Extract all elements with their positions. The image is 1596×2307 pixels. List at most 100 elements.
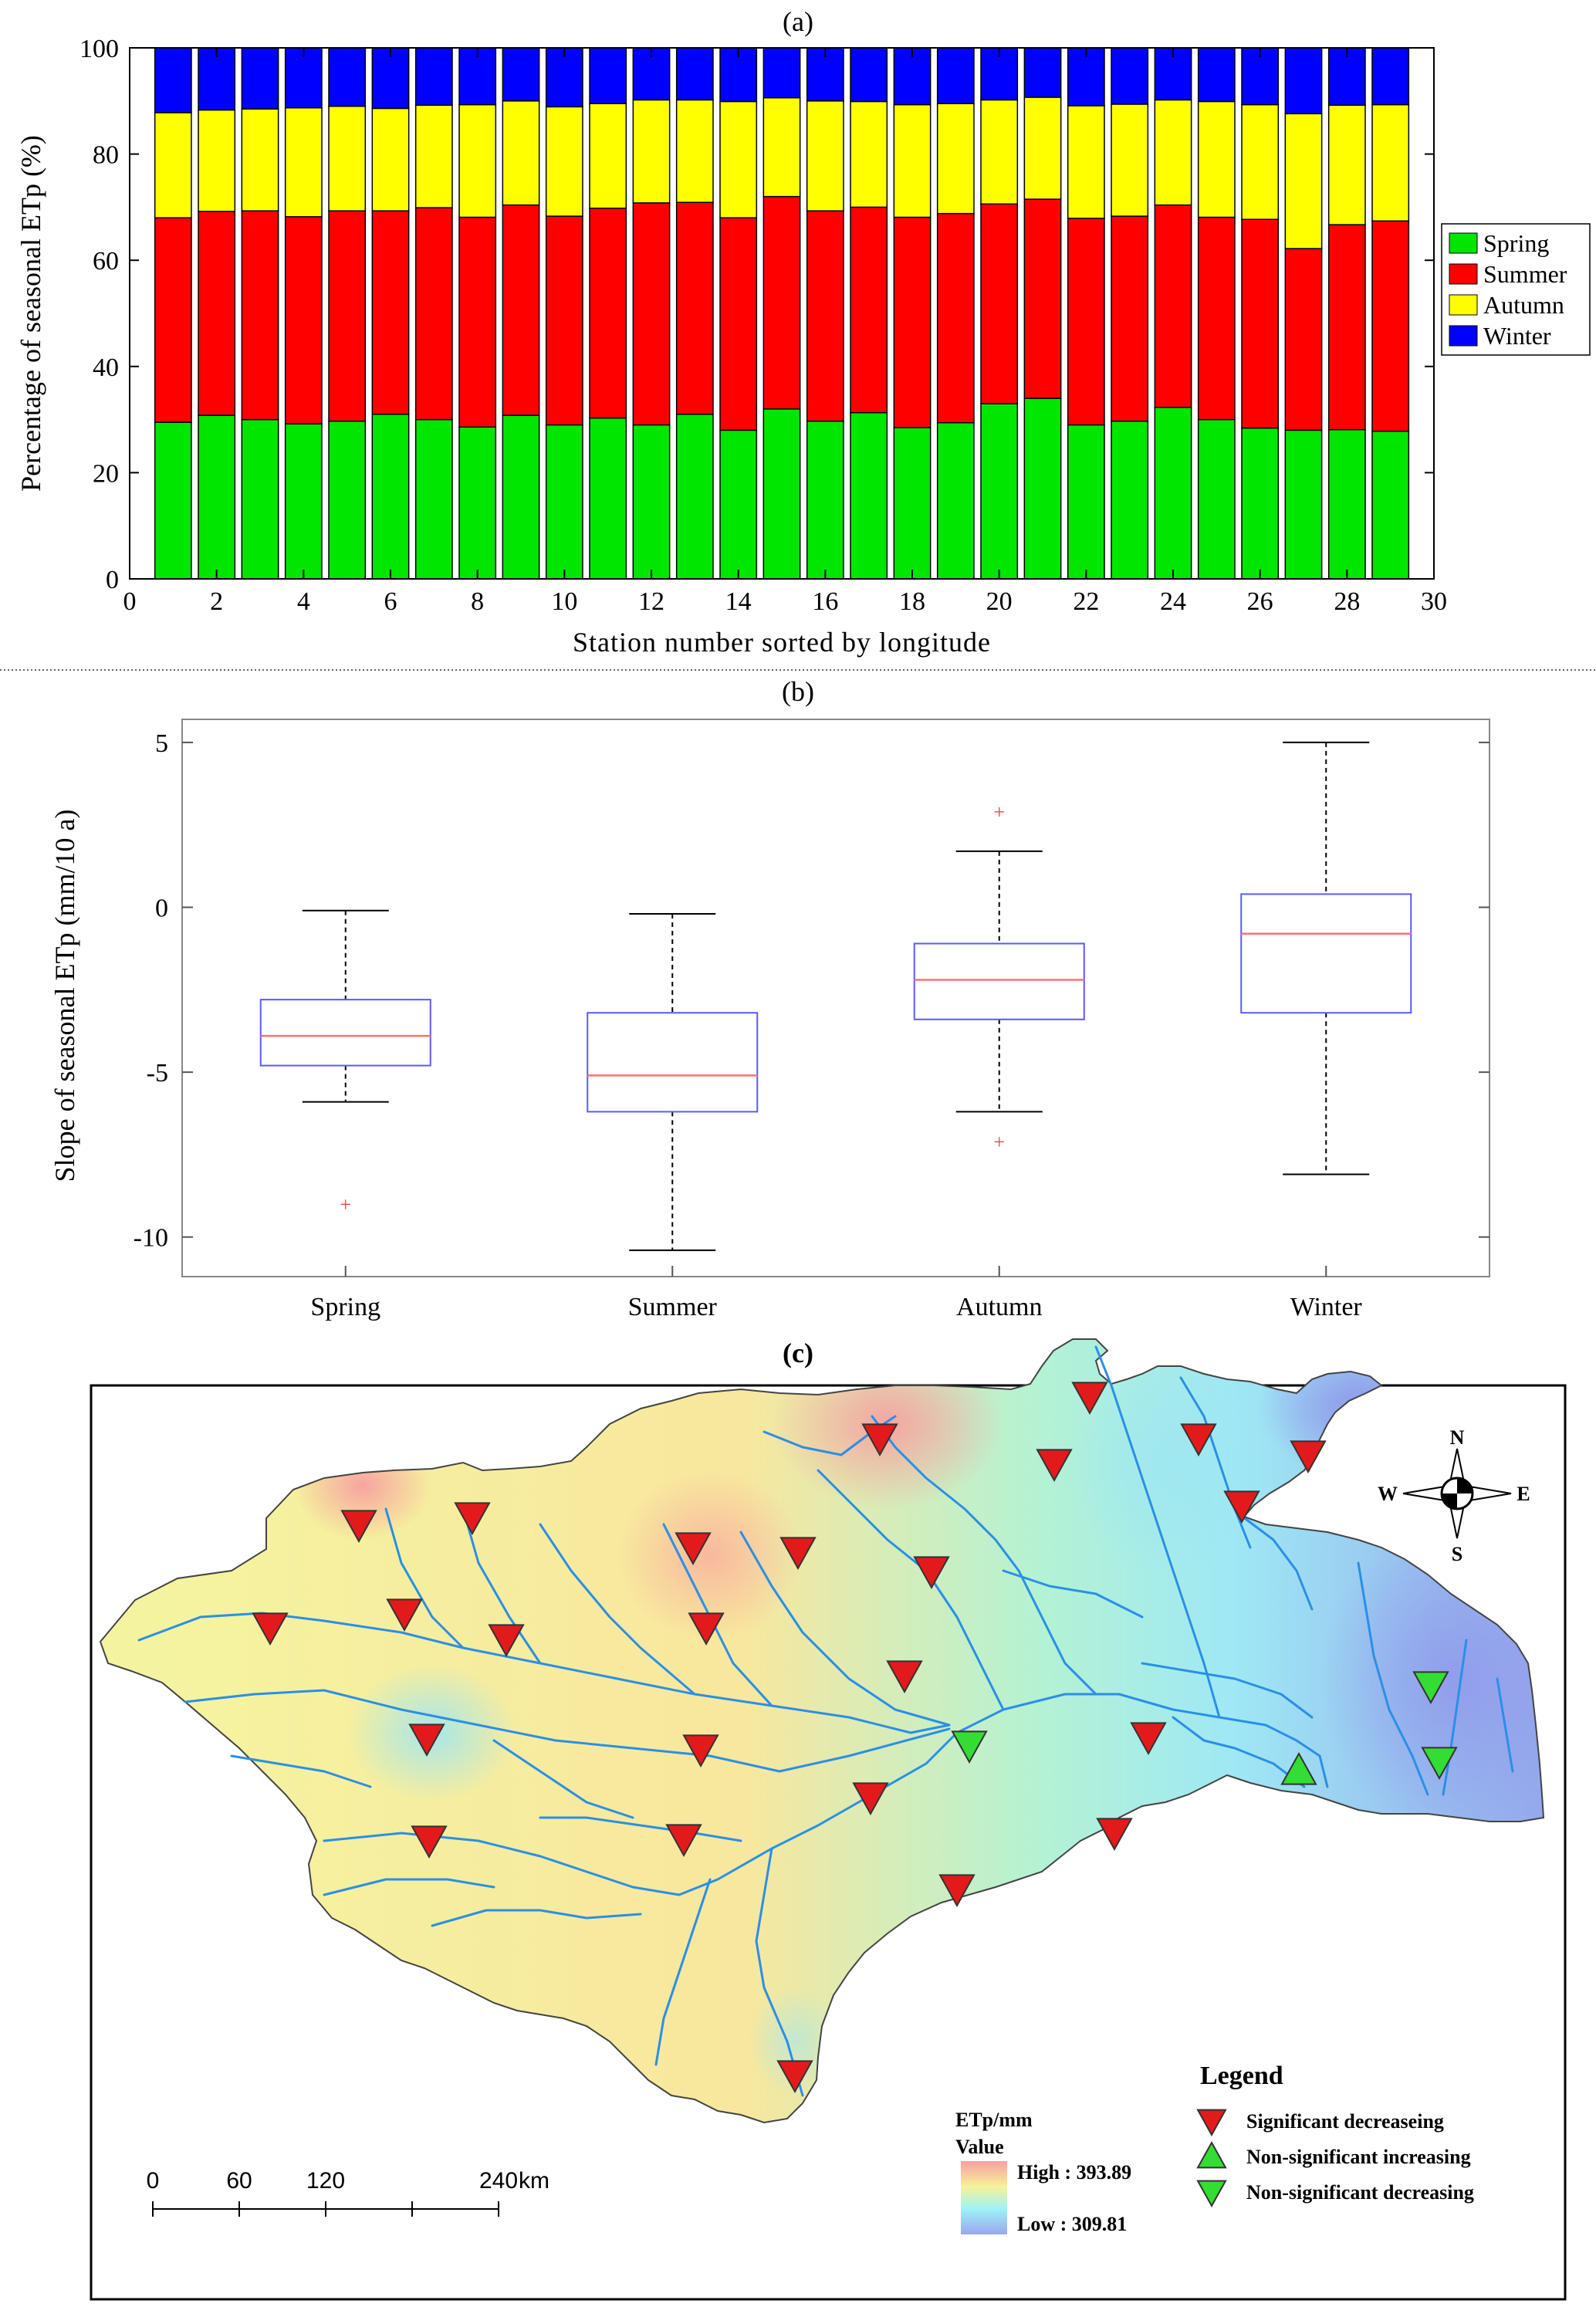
bar-winter-19 xyxy=(936,47,975,104)
x-tick-label: 26 xyxy=(1247,587,1273,616)
y-tick-label: 60 xyxy=(93,247,119,276)
marker-significant-decreasing xyxy=(776,2060,813,2094)
bar-autumn-8 xyxy=(458,103,497,218)
compass-w: W xyxy=(1378,1483,1398,1505)
bar-winter-21 xyxy=(1023,47,1062,98)
bar-summer-15 xyxy=(762,195,801,410)
scale-label: 60 xyxy=(226,2168,252,2194)
compass-icon: N S E W xyxy=(1378,1426,1530,1565)
bar-autumn-29 xyxy=(1371,103,1410,222)
y-tick-label: -10 xyxy=(134,1224,168,1253)
bar-autumn-21 xyxy=(1023,96,1062,200)
panel-a-x-axis: 0 2 4 6 8 10 12 14 16 18 20 22 24 26 28 30 xyxy=(123,48,1447,616)
x-tick-label: 8 xyxy=(471,587,484,616)
marker-significant-decreasing xyxy=(913,1556,950,1590)
bar-summer-2 xyxy=(198,211,236,416)
marker-significant-decreasing xyxy=(675,1532,712,1566)
marker-significant-decreasing xyxy=(682,1734,719,1768)
bar-spring-10 xyxy=(545,424,583,580)
marker-significant-decreasing xyxy=(852,1782,889,1816)
marker-significant-decreasing xyxy=(1223,1490,1260,1524)
legend-swatch-spring xyxy=(1449,232,1478,254)
bar-spring-28 xyxy=(1327,428,1366,580)
bar-summer-19 xyxy=(936,212,975,424)
bar-autumn-6 xyxy=(371,107,410,211)
bar-winter-4 xyxy=(284,47,323,109)
bar-autumn-4 xyxy=(284,107,323,218)
map-legend: Legend Significant decreaseing Non-signif… xyxy=(1196,2062,1474,2208)
scale-bar: 0 60 120 240 km xyxy=(147,2168,549,2217)
bar-spring-27 xyxy=(1284,429,1323,580)
bar-winter-23 xyxy=(1111,47,1149,105)
bar-spring-8 xyxy=(458,426,497,580)
outlier: + xyxy=(993,1131,1005,1153)
marker-significant-decreasing xyxy=(1130,1722,1167,1756)
bar-autumn-26 xyxy=(1241,103,1280,220)
bar-winter-1 xyxy=(154,47,192,113)
bar-summer-22 xyxy=(1067,218,1105,426)
bar-spring-19 xyxy=(936,421,975,580)
legend-swatch-summer xyxy=(1449,263,1478,285)
panel-a-title: (a) xyxy=(783,6,813,37)
bar-summer-13 xyxy=(675,201,714,415)
bar-summer-21 xyxy=(1023,198,1062,399)
x-tick-label: 22 xyxy=(1073,587,1099,616)
marker-significant-decreasing xyxy=(454,1502,491,1536)
y-tick-label: 100 xyxy=(79,35,119,63)
rivers xyxy=(137,1345,1514,2097)
bar-spring-12 xyxy=(632,424,671,580)
bar-summer-24 xyxy=(1154,204,1192,408)
bar-spring-20 xyxy=(980,403,1019,580)
compass-s: S xyxy=(1452,1543,1462,1565)
x-tick-label: 14 xyxy=(725,587,752,616)
bar-spring-9 xyxy=(502,414,540,580)
colorbar-subtitle: Value xyxy=(955,2136,1004,2158)
bar-winter-29 xyxy=(1371,47,1410,106)
bar-summer-17 xyxy=(850,206,888,414)
bar-summer-10 xyxy=(545,215,583,426)
colorbar-low: Low : 309.81 xyxy=(1017,2213,1127,2235)
bar-summer-23 xyxy=(1111,215,1149,422)
marker-significant-decreasing xyxy=(386,1598,423,1632)
bar-winter-8 xyxy=(458,47,497,106)
bar-spring-7 xyxy=(414,418,453,580)
bar-summer-1 xyxy=(154,217,192,423)
panel-b-axes-box xyxy=(181,719,1490,1277)
x-tick-label: 6 xyxy=(384,587,397,616)
marker-significant-decreasing xyxy=(1290,1440,1327,1474)
panel-b-title: (b) xyxy=(782,676,814,707)
bar-autumn-22 xyxy=(1067,105,1105,219)
scale-label: 120 xyxy=(306,2168,345,2194)
x-tick-label: 2 xyxy=(210,587,223,616)
bar-summer-28 xyxy=(1327,224,1366,431)
bar-summer-9 xyxy=(502,204,540,416)
bar-summer-20 xyxy=(980,203,1019,404)
bar-summer-6 xyxy=(371,210,410,415)
x-tick-label-winter: Winter xyxy=(1290,1293,1363,1321)
bar-autumn-20 xyxy=(980,99,1019,205)
bar-winter-11 xyxy=(589,47,627,104)
panel-c-title: (c) xyxy=(783,1338,813,1368)
bar-autumn-23 xyxy=(1111,103,1149,217)
bar-autumn-3 xyxy=(241,108,279,211)
bar-spring-13 xyxy=(675,413,714,580)
legend-label-spring: Spring xyxy=(1483,229,1549,257)
bar-spring-14 xyxy=(719,429,758,580)
compass-e: E xyxy=(1517,1483,1530,1505)
bar-summer-29 xyxy=(1371,220,1410,432)
bar-spring-15 xyxy=(762,408,801,580)
marker-significant-decreasing xyxy=(252,1612,289,1646)
bar-spring-2 xyxy=(198,414,236,580)
x-tick-label: 12 xyxy=(638,587,664,616)
panel-c: (c) xyxy=(90,1338,1567,2301)
bar-spring-24 xyxy=(1154,407,1192,580)
x-tick-label: 4 xyxy=(297,587,310,616)
x-tick-label-spring: Spring xyxy=(310,1293,380,1321)
marker-significant-decreasing xyxy=(938,1874,976,1908)
bar-autumn-24 xyxy=(1154,99,1192,206)
x-tick-label: 24 xyxy=(1160,587,1186,616)
bar-spring-1 xyxy=(154,421,192,580)
bar-autumn-1 xyxy=(154,112,192,218)
bar-winter-9 xyxy=(502,47,540,102)
bar-autumn-9 xyxy=(502,100,540,206)
